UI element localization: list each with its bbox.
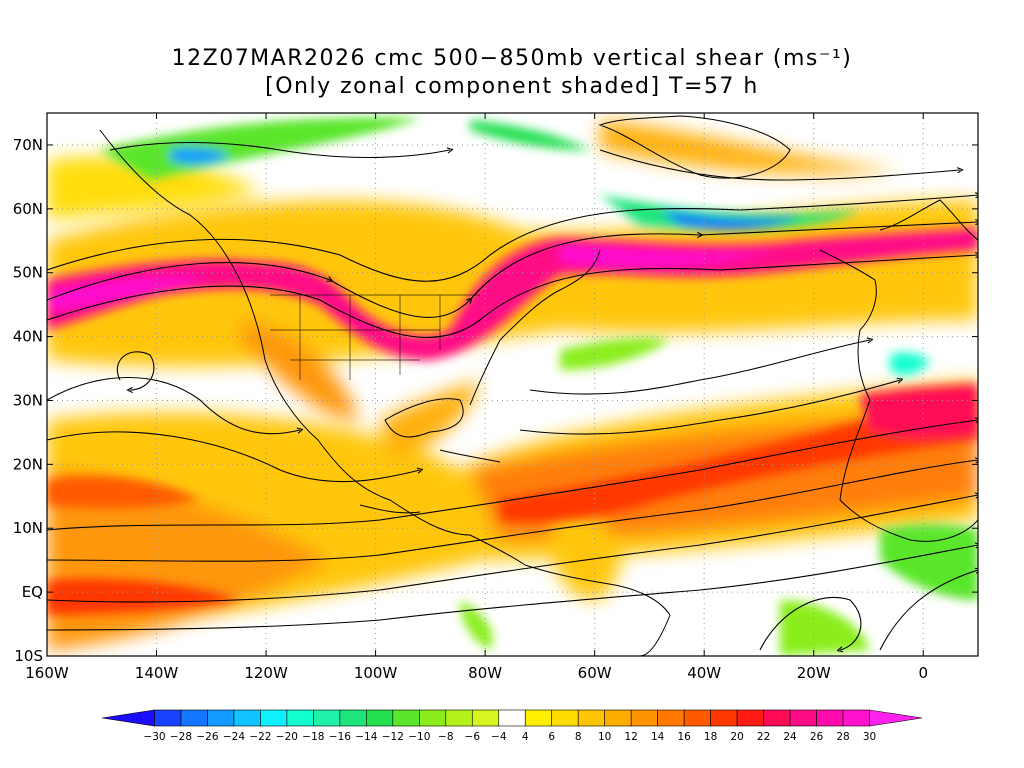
colorbar-label: 30 — [863, 731, 876, 743]
colorbar-swatch — [684, 710, 710, 726]
colorbar-label: 18 — [704, 731, 717, 743]
colorbar: −30 −28 −26 −24 −22 −20 −18 −16 −14 −12 −10 −8 −6 −4 4… — [102, 710, 922, 743]
lon-tick-label: 140W — [135, 664, 179, 682]
colorbar-label: 4 — [522, 731, 529, 743]
colorbar-swatch — [287, 710, 313, 726]
lon-tick-label: 0 — [918, 664, 928, 682]
colorbar-swatch — [631, 710, 657, 726]
lat-tick-label: 40N — [13, 328, 43, 346]
colorbar-label: −28 — [170, 731, 192, 743]
colorbar-label: 10 — [598, 731, 611, 743]
colorbar-label: 24 — [783, 731, 797, 743]
lat-tick-label: 10S — [14, 647, 43, 665]
colorbar-swatch — [499, 710, 525, 726]
lat-tick-label: 60N — [13, 200, 43, 218]
colorbar-swatch — [552, 710, 578, 726]
colorbar-swatch — [313, 710, 339, 726]
colorbar-label: 6 — [548, 731, 555, 743]
colorbar-label: −14 — [355, 731, 377, 743]
lon-tick-label: 20W — [797, 664, 831, 682]
colorbar-swatch — [790, 710, 816, 726]
colorbar-label: 14 — [651, 731, 665, 743]
colorbar-swatch — [737, 710, 763, 726]
lat-tick-label: 10N — [13, 519, 43, 537]
lon-tick-label: 80W — [468, 664, 502, 682]
colorbar-label: 26 — [810, 731, 824, 743]
colorbar-swatch — [817, 710, 843, 726]
colorbar-label: −24 — [223, 731, 245, 743]
lat-tick-label: 20N — [13, 455, 43, 473]
colorbar-label: 20 — [730, 731, 743, 743]
colorbar-swatch — [472, 710, 498, 726]
colorbar-swatch — [578, 710, 604, 726]
colorbar-swatch — [419, 710, 445, 726]
lat-tick-label: EQ — [22, 583, 43, 601]
colorbar-label: 12 — [624, 731, 637, 743]
colorbar-swatch — [446, 710, 472, 726]
colorbar-label: −22 — [249, 731, 271, 743]
colorbar-swatch — [393, 710, 419, 726]
lon-tick-label: 100W — [354, 664, 398, 682]
colorbar-arrow-right — [870, 710, 922, 726]
colorbar-label: 8 — [575, 731, 582, 743]
lon-tick-label: 60W — [578, 664, 612, 682]
colorbar-swatch — [260, 710, 286, 726]
colorbar-label: −16 — [329, 731, 351, 743]
colorbar-swatch — [234, 710, 260, 726]
colorbar-label: 28 — [836, 731, 849, 743]
colorbar-swatch — [711, 710, 737, 726]
colorbar-label: −12 — [382, 731, 404, 743]
colorbar-label: 16 — [677, 731, 691, 743]
colorbar-label: −6 — [465, 731, 481, 743]
colorbar-label: 22 — [757, 731, 770, 743]
colorbar-label: −18 — [302, 731, 324, 743]
colorbar-swatch — [764, 710, 790, 726]
colorbar-swatch — [181, 710, 207, 726]
colorbar-label: −10 — [408, 731, 430, 743]
colorbar-label: −4 — [491, 731, 507, 743]
lat-tick-label: 70N — [13, 136, 43, 154]
colorbar-swatch — [207, 710, 233, 726]
colorbar-swatch — [340, 710, 366, 726]
lat-tick-label: 50N — [13, 264, 43, 282]
shaded-field — [47, 113, 978, 656]
colorbar-swatch — [154, 710, 180, 726]
lat-tick-label: 30N — [13, 391, 43, 409]
colorbar-swatch — [525, 710, 551, 726]
colorbar-swatch — [366, 710, 392, 726]
colorbar-label: −30 — [143, 731, 165, 743]
lon-tick-label: 160W — [25, 664, 69, 682]
colorbar-swatch — [843, 710, 869, 726]
colorbar-arrow-left — [102, 710, 154, 726]
lon-tick-label: 40W — [687, 664, 721, 682]
colorbar-label: −8 — [438, 731, 453, 743]
colorbar-swatch — [658, 710, 684, 726]
colorbar-label: −20 — [276, 731, 298, 743]
lon-tick-label: 120W — [244, 664, 288, 682]
colorbar-swatch — [605, 710, 631, 726]
colorbar-label: −26 — [196, 731, 218, 743]
